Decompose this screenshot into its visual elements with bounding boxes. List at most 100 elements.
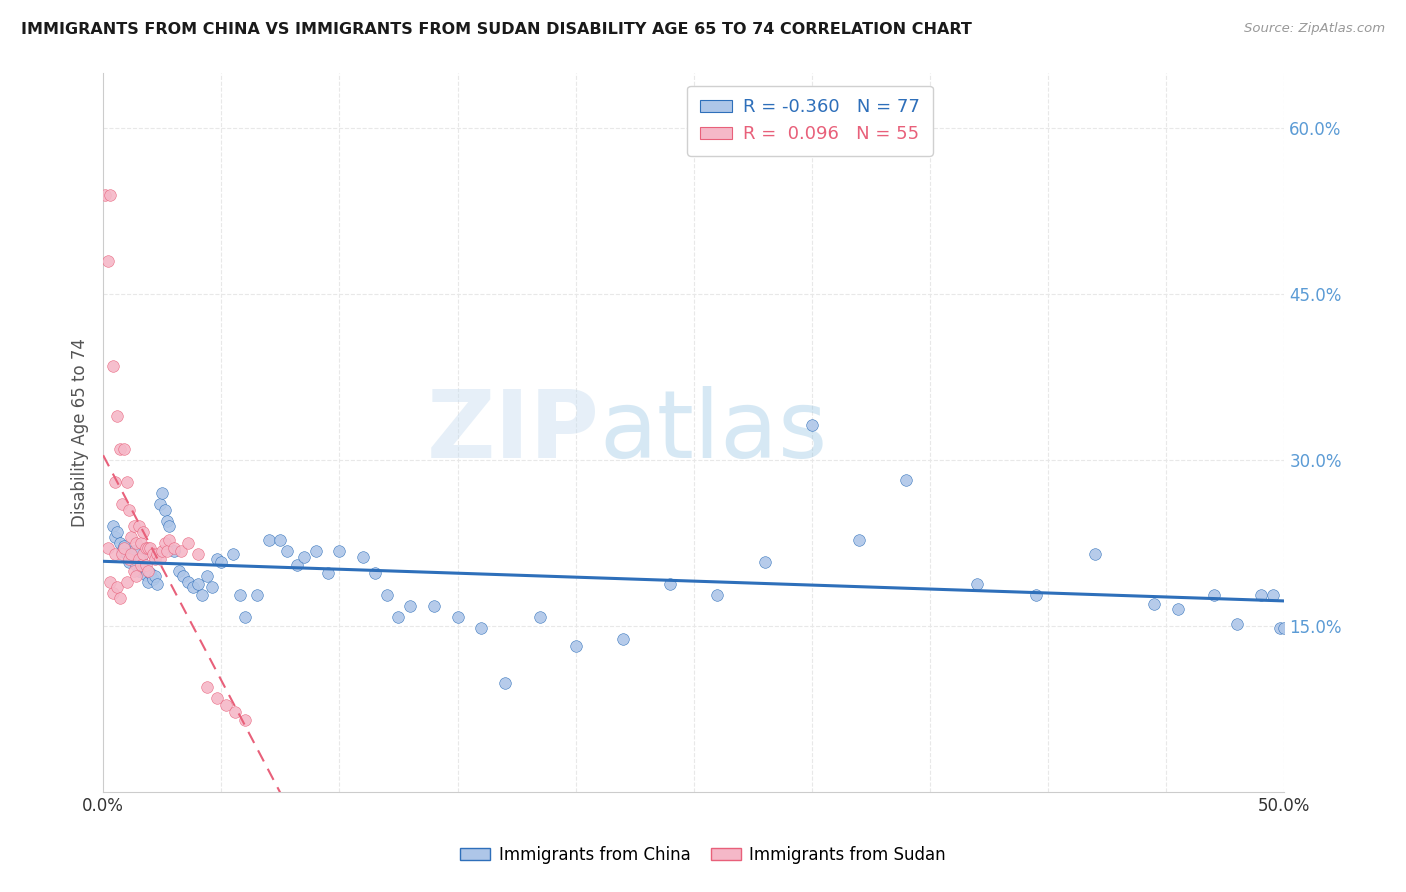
Point: [136, 574, 159, 589]
Point: [706, 588, 728, 602]
Point: [292, 550, 315, 565]
Point: [1202, 588, 1225, 602]
Point: [108, 536, 131, 550]
Point: [246, 588, 269, 602]
Point: [470, 621, 492, 635]
Point: [177, 574, 200, 589]
Point: [387, 610, 409, 624]
Point: [150, 543, 173, 558]
Point: [129, 552, 152, 566]
Point: [104, 530, 127, 544]
Point: [108, 442, 131, 456]
Point: [328, 543, 350, 558]
Point: [233, 713, 256, 727]
Point: [1226, 616, 1249, 631]
Point: [105, 409, 128, 423]
Point: [156, 514, 179, 528]
Point: [205, 552, 228, 566]
Point: [157, 519, 180, 533]
Point: [966, 577, 988, 591]
Point: [118, 552, 141, 566]
Point: [135, 558, 157, 572]
Point: [149, 552, 172, 566]
Point: [375, 588, 398, 602]
Point: [104, 475, 127, 489]
Point: [101, 359, 124, 373]
Point: [156, 543, 179, 558]
Point: [157, 533, 180, 547]
Point: [1084, 547, 1107, 561]
Point: [364, 566, 387, 580]
Point: [229, 588, 252, 602]
Point: [209, 555, 232, 569]
Point: [142, 547, 165, 561]
Point: [224, 705, 246, 719]
Point: [97, 254, 120, 268]
Point: [115, 475, 138, 489]
Point: [305, 543, 328, 558]
Point: [177, 536, 200, 550]
Point: [191, 588, 214, 602]
Point: [142, 573, 165, 587]
Legend: R = -0.360   N = 77, R =  0.096   N = 55: R = -0.360 N = 77, R = 0.096 N = 55: [688, 86, 932, 156]
Point: [896, 473, 918, 487]
Point: [132, 561, 155, 575]
Point: [108, 591, 131, 606]
Point: [195, 569, 218, 583]
Point: [1274, 621, 1296, 635]
Point: [143, 552, 166, 566]
Point: [135, 568, 157, 582]
Point: [98, 187, 121, 202]
Point: [316, 566, 339, 580]
Point: [222, 547, 245, 561]
Text: Source: ZipAtlas.com: Source: ZipAtlas.com: [1244, 22, 1385, 36]
Point: [125, 558, 148, 572]
Point: [352, 550, 374, 565]
Point: [153, 536, 176, 550]
Point: [1261, 588, 1284, 602]
Point: [172, 569, 194, 583]
Point: [187, 577, 209, 591]
Point: [170, 543, 193, 558]
Point: [104, 547, 127, 561]
Point: [139, 541, 162, 556]
Point: [446, 610, 468, 624]
Point: [98, 574, 121, 589]
Point: [215, 698, 238, 713]
Point: [128, 564, 150, 578]
Point: [494, 676, 516, 690]
Point: [1143, 597, 1166, 611]
Point: [112, 442, 135, 456]
Point: [149, 497, 172, 511]
Point: [399, 599, 422, 613]
Point: [111, 497, 134, 511]
Point: [848, 533, 870, 547]
Point: [163, 543, 186, 558]
Point: [139, 566, 162, 580]
Point: [205, 690, 228, 705]
Point: [143, 569, 166, 583]
Text: IMMIGRANTS FROM CHINA VS IMMIGRANTS FROM SUDAN DISABILITY AGE 65 TO 74 CORRELATI: IMMIGRANTS FROM CHINA VS IMMIGRANTS FROM…: [21, 22, 972, 37]
Point: [800, 417, 823, 432]
Point: [121, 530, 143, 544]
Point: [122, 519, 145, 533]
Point: [112, 541, 135, 556]
Point: [121, 547, 143, 561]
Point: [146, 577, 169, 591]
Point: [128, 519, 150, 533]
Point: [163, 541, 186, 556]
Point: [111, 543, 134, 558]
Point: [257, 533, 280, 547]
Point: [122, 543, 145, 558]
Point: [285, 558, 308, 572]
Point: [129, 536, 152, 550]
Text: ZIP: ZIP: [426, 386, 599, 478]
Point: [136, 564, 159, 578]
Point: [146, 547, 169, 561]
Point: [136, 541, 159, 556]
Point: [153, 502, 176, 516]
Point: [201, 580, 224, 594]
Point: [187, 547, 209, 561]
Point: [101, 585, 124, 599]
Point: [659, 577, 682, 591]
